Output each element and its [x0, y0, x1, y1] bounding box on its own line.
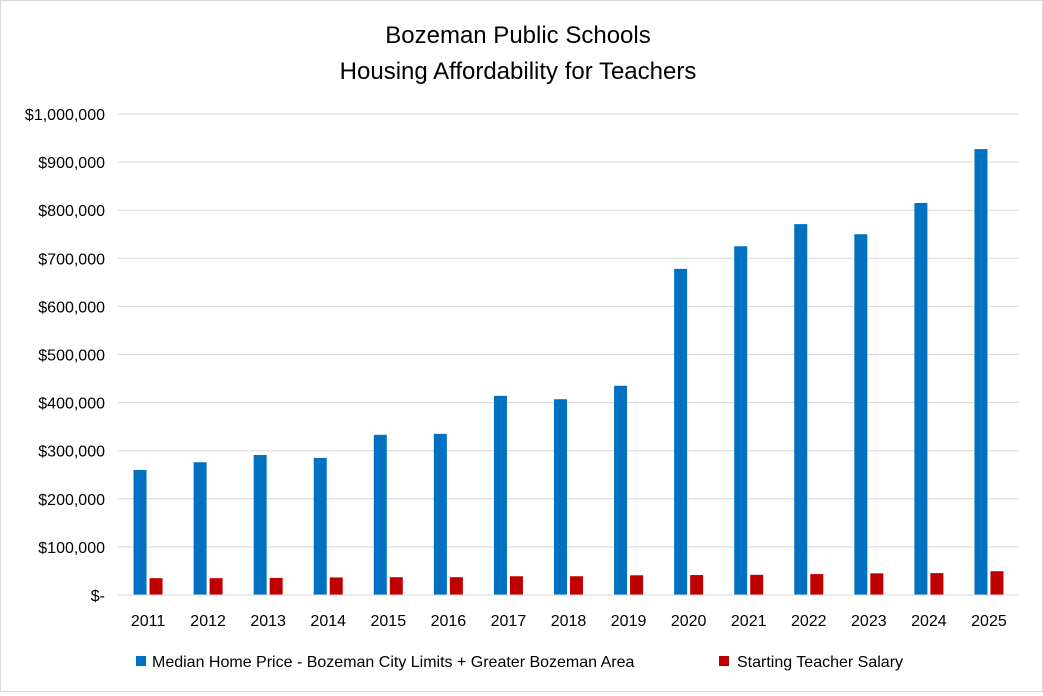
bar-median-home-price — [313, 457, 327, 595]
bar-median-home-price — [794, 224, 808, 596]
legend-swatch-median-home-price — [136, 656, 146, 666]
bar-median-home-price — [193, 462, 207, 595]
bar-median-home-price — [133, 469, 147, 595]
x-tick-label: 2012 — [190, 613, 226, 630]
x-tick-label: 2020 — [671, 613, 707, 630]
y-tick-label: $700,000 — [38, 251, 105, 268]
bar-median-home-price — [373, 434, 387, 595]
bar-starting-teacher-salary — [810, 574, 824, 595]
gridlines — [118, 113, 1019, 548]
y-tick-label: $800,000 — [38, 203, 105, 220]
x-tick-label: 2022 — [791, 613, 827, 630]
y-tick-label: $500,000 — [38, 348, 105, 365]
bar-median-home-price — [854, 234, 868, 595]
bar-median-home-price — [614, 385, 628, 595]
legend-label-median-home-price: Median Home Price - Bozeman City Limits … — [152, 654, 635, 671]
bar-median-home-price — [674, 268, 688, 595]
y-tick-label: $400,000 — [38, 396, 105, 413]
bar-starting-teacher-salary — [149, 578, 163, 595]
chart-subtitle: Housing Affordability for Teachers — [340, 58, 697, 85]
y-tick-label: $- — [91, 588, 105, 605]
y-tick-label: $900,000 — [38, 155, 105, 172]
x-axis-tick-labels: 2011 2012 2013 2014 2015 2016 2017 2018 2019 2020… — [131, 613, 1007, 630]
bar-starting-teacher-salary — [870, 573, 884, 595]
bar-median-home-price — [554, 399, 567, 595]
bar-starting-teacher-salary — [630, 575, 644, 595]
y-tick-label: $100,000 — [38, 540, 105, 557]
bars — [133, 149, 1004, 596]
x-tick-label: 2018 — [551, 613, 587, 630]
x-tick-label: 2025 — [971, 613, 1007, 630]
bar-starting-teacher-salary — [509, 576, 523, 595]
bar-starting-teacher-salary — [329, 577, 343, 595]
x-tick-label: 2011 — [131, 613, 166, 630]
x-tick-label: 2017 — [491, 613, 527, 630]
y-tick-label: $300,000 — [38, 444, 105, 461]
bar-starting-teacher-salary — [930, 573, 944, 595]
x-tick-label: 2016 — [431, 613, 467, 630]
bar-median-home-price — [253, 455, 267, 595]
legend-label-starting-teacher-salary: Starting Teacher Salary — [737, 654, 903, 671]
bar-starting-teacher-salary — [690, 575, 704, 595]
bar-median-home-price — [974, 149, 988, 595]
bar-median-home-price — [493, 395, 507, 595]
bar-median-home-price — [433, 433, 447, 595]
bar-median-home-price — [734, 246, 748, 595]
x-tick-label: 2014 — [310, 613, 346, 630]
bar-starting-teacher-salary — [990, 571, 1004, 595]
bar-starting-teacher-salary — [570, 576, 583, 595]
y-axis-tick-labels: $- $100,000 $200,000 $300,000 $400,000 $500,0… — [25, 107, 105, 605]
y-tick-label: $1,000,000 — [25, 107, 105, 124]
bar-median-home-price — [914, 202, 928, 596]
x-tick-label: 2019 — [611, 613, 647, 630]
y-tick-label: $600,000 — [38, 299, 105, 316]
y-tick-label: $200,000 — [38, 492, 105, 509]
x-tick-label: 2013 — [250, 613, 286, 630]
chart-title: Bozeman Public Schools — [385, 22, 650, 49]
x-tick-label: 2021 — [731, 613, 767, 630]
x-tick-label: 2023 — [851, 613, 887, 630]
bar-starting-teacher-salary — [269, 577, 283, 595]
bar-starting-teacher-salary — [389, 577, 403, 595]
bar-starting-teacher-salary — [209, 578, 223, 595]
x-tick-label: 2024 — [911, 613, 947, 630]
legend-swatch-starting-teacher-salary — [719, 656, 729, 666]
bar-starting-teacher-salary — [750, 574, 764, 595]
x-tick-label: 2015 — [371, 613, 407, 630]
bar-starting-teacher-salary — [449, 577, 463, 595]
legend: Median Home Price - Bozeman City Limits … — [136, 654, 903, 671]
